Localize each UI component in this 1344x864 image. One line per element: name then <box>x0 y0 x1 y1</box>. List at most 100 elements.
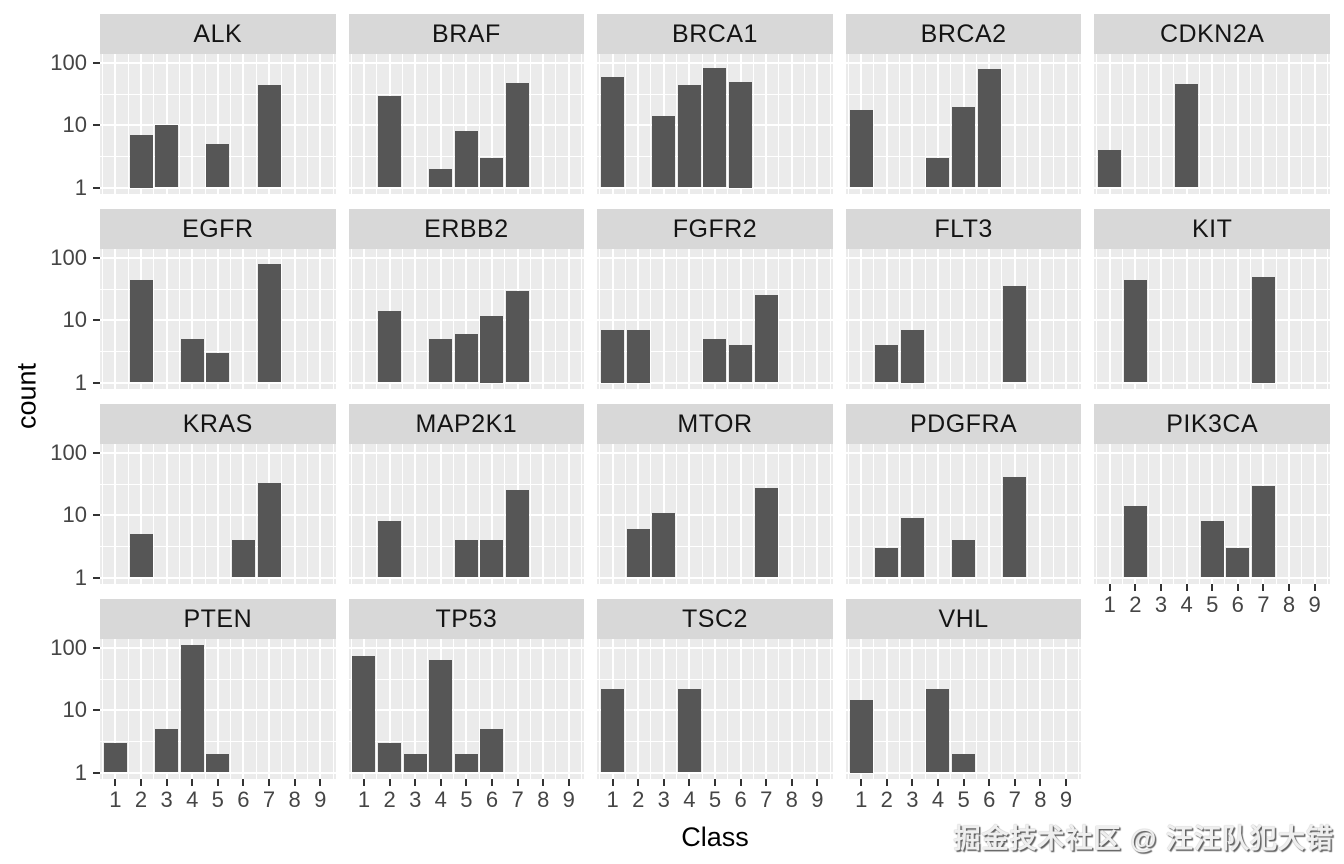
gridline-major-vertical <box>293 54 296 194</box>
x-tick-mark <box>637 779 640 786</box>
bar-class-2 <box>626 529 650 578</box>
gridline-minor-vertical <box>624 444 626 584</box>
gridline-minor-vertical <box>350 444 352 584</box>
gridline-major-vertical <box>936 249 939 389</box>
bar-class-4 <box>429 659 453 773</box>
bar-class-5 <box>703 339 727 383</box>
gridline-minor-vertical <box>752 444 754 584</box>
gridline-minor-vertical <box>1275 54 1277 194</box>
gridline-major-vertical <box>790 639 793 779</box>
gridline-major-vertical <box>816 444 819 584</box>
gridline-minor-vertical <box>204 639 206 779</box>
gridline-major-vertical <box>1185 444 1188 584</box>
gridline-minor-vertical <box>102 444 104 584</box>
x-tick-mark <box>688 779 691 786</box>
gridline-major-vertical <box>1211 54 1214 194</box>
x-tick-label: 6 <box>1231 592 1244 617</box>
gridline-minor-vertical <box>555 444 557 584</box>
bar-class-1 <box>849 109 873 188</box>
gridline-minor-vertical <box>847 54 849 194</box>
bar-class-7 <box>754 294 778 383</box>
gridline-minor-vertical <box>581 639 583 779</box>
gridline-major-vertical <box>490 444 493 584</box>
facet-panel <box>348 444 585 584</box>
gridline-major-vertical <box>739 249 742 389</box>
bar-class-5 <box>952 106 976 188</box>
bar-class-1 <box>103 742 127 773</box>
gridline-major-vertical <box>1236 444 1239 584</box>
x-tick-mark <box>542 779 545 786</box>
gridline-minor-vertical <box>847 639 849 779</box>
gridline-major-vertical <box>1013 639 1016 779</box>
gridline-major-vertical <box>114 54 117 194</box>
gridline-major-vertical <box>1159 249 1162 389</box>
gridline-major-vertical <box>516 639 519 779</box>
facet-pdgfra: PDGFRA <box>845 404 1082 584</box>
gridline-major-vertical <box>319 444 322 584</box>
facet-vhl: VHL 1 2 3 4 5 6 7 8 9 <box>845 599 1082 812</box>
gridline-major-vertical <box>388 639 391 779</box>
gridline-minor-vertical <box>350 639 352 779</box>
y-tick-label: 1 <box>74 174 87 200</box>
facet-strip: PDGFRA <box>845 404 1082 444</box>
x-tick-mark <box>216 779 219 786</box>
gridline-minor-vertical <box>1078 249 1080 389</box>
x-tick-mark <box>1185 584 1188 591</box>
gridline-minor-vertical <box>804 54 806 194</box>
x-tick-label: 8 <box>1034 787 1047 812</box>
x-tick-mark <box>439 779 442 786</box>
facet-title: PTEN <box>183 604 253 633</box>
gridline-major-vertical <box>191 54 194 194</box>
gridline-minor-vertical <box>230 639 232 779</box>
gridline-minor-vertical <box>924 54 926 194</box>
gridline-minor-vertical <box>178 639 180 779</box>
gridline-minor-vertical <box>478 639 480 779</box>
gridline-major-vertical <box>567 444 570 584</box>
gridline-minor-vertical <box>332 444 334 584</box>
gridline-minor-vertical <box>306 444 308 584</box>
gridline-minor-vertical <box>401 249 403 389</box>
gridline-major-vertical <box>911 249 914 389</box>
x-tick-mark <box>885 779 888 786</box>
gridline-minor-vertical <box>1224 54 1226 194</box>
gridline-minor-vertical <box>1301 54 1303 194</box>
x-tick-mark <box>816 779 819 786</box>
gridline-minor-vertical <box>178 54 180 194</box>
gridline-major-vertical <box>242 639 245 779</box>
gridline-minor-vertical <box>873 249 875 389</box>
gridline-major-vertical <box>911 639 914 779</box>
gridline-minor-vertical <box>204 54 206 194</box>
x-tick-mark <box>1236 584 1239 591</box>
bar-class-1 <box>352 656 376 773</box>
gridline-minor-vertical <box>975 444 977 584</box>
x-tick-label: 2 <box>880 787 893 812</box>
gridline-major-vertical <box>688 444 691 584</box>
bar-class-2 <box>129 135 153 188</box>
gridline-major-vertical <box>1064 54 1067 194</box>
gridline-minor-vertical <box>376 444 378 584</box>
bar-class-1 <box>600 689 624 773</box>
y-tick-label: 10 <box>62 112 87 138</box>
bar-class-7 <box>1251 485 1275 578</box>
facet-title: BRCA2 <box>920 19 1007 48</box>
gridline-minor-vertical <box>376 639 378 779</box>
bar-class-3 <box>155 729 179 773</box>
facet-title: KRAS <box>182 409 253 438</box>
gridline-minor-vertical <box>332 54 334 194</box>
gridline-minor-vertical <box>1198 444 1200 584</box>
gridline-major-vertical <box>637 54 640 194</box>
gridline-minor-vertical <box>153 444 155 584</box>
x-tick-mark <box>1262 584 1265 591</box>
x-tick-mark <box>1287 584 1290 591</box>
gridline-major-vertical <box>140 54 142 194</box>
bar-class-2 <box>626 330 650 383</box>
gridline-minor-vertical <box>676 249 678 389</box>
gridline-major-vertical <box>885 639 888 779</box>
gridline-minor-vertical <box>950 54 952 194</box>
bar-class-2 <box>1123 506 1147 578</box>
gridline-major-vertical <box>816 54 819 194</box>
bar-class-2 <box>129 279 153 383</box>
facet-title: VHL <box>938 604 989 633</box>
x-tick-label: 3 <box>906 787 919 812</box>
